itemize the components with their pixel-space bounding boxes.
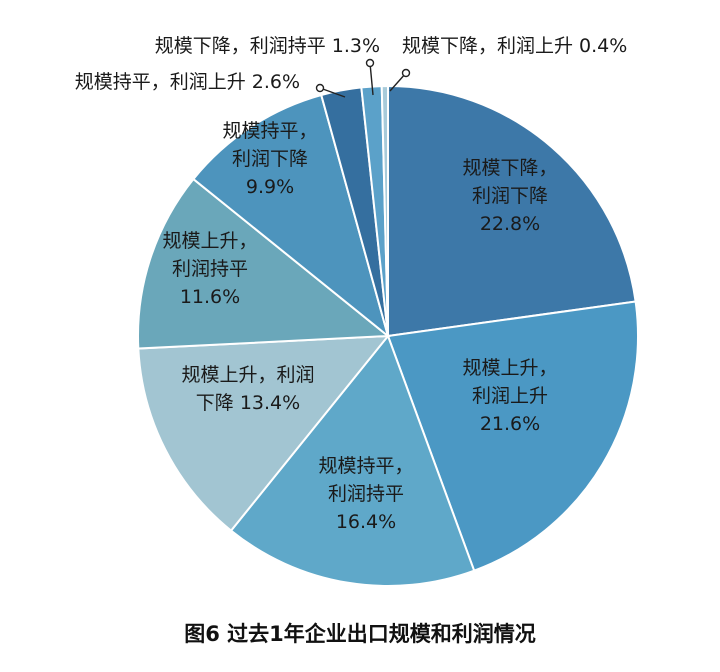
- slice-label-line: 规模持平，: [318, 455, 413, 477]
- slice-labels: 规模下降， 利润下降 22.8% 规模上升， 利润上升 21.6% 规模持平， 利润持平 16.…: [75, 35, 628, 533]
- slice-label-line: 规模持平，利润上升 2.6%: [75, 71, 300, 93]
- slice-label-line: 11.6%: [180, 286, 240, 308]
- pie-slice-9: [380, 84, 389, 337]
- slice-label-8: 规模下降，利润持平 1.3%: [155, 35, 380, 57]
- slice-label-line: 9.9%: [246, 176, 294, 198]
- slice-label-4: 规模上升，利润下降 13.4%: [181, 364, 314, 414]
- slice-label-7: 规模持平，利润上升 2.6%: [75, 71, 300, 93]
- chart-caption: 图6 过去1年企业出口规模和利润情况: [184, 622, 536, 646]
- pie-slice-3: [229, 333, 476, 587]
- slice-label-line: 22.8%: [480, 213, 540, 235]
- slice-label-line: 利润上升: [472, 385, 548, 407]
- pie-slices: [137, 84, 639, 587]
- pie-slice-1: [387, 84, 637, 338]
- leader-dot-9: [401, 68, 411, 78]
- slice-label-line: 规模下降，利润持平 1.3%: [155, 35, 380, 57]
- leader-dot-7: [315, 83, 325, 93]
- pie-slice-6: [191, 93, 390, 339]
- slice-label-line: 16.4%: [336, 511, 396, 533]
- leader-lines: [315, 58, 411, 98]
- slice-label-9: 规模下降，利润上升 0.4%: [402, 35, 627, 57]
- slice-label-line: 利润下降: [472, 185, 548, 207]
- slice-label-line: 利润下降: [232, 148, 308, 170]
- slice-label-line: 利润持平: [172, 258, 248, 280]
- leader-line-8: [369, 62, 374, 96]
- leader-line-7: [319, 87, 346, 98]
- slice-label-line: 规模持平，: [222, 120, 317, 142]
- pie-slice-4: [137, 334, 391, 533]
- slice-label-line: 规模下降，: [462, 157, 557, 179]
- leader-dot-8: [365, 58, 375, 68]
- pie-slice-5: [137, 177, 391, 350]
- slice-label-6: 规模持平， 利润下降 9.9%: [222, 120, 317, 198]
- slice-label-2: 规模上升， 利润上升 21.6%: [462, 357, 557, 435]
- slice-label-line: 规模上升，: [162, 230, 257, 252]
- slice-label-line: 21.6%: [480, 413, 540, 435]
- slice-label-1: 规模下降， 利润下降 22.8%: [462, 157, 557, 235]
- slice-label-line: 下降 13.4%: [196, 392, 300, 414]
- slice-label-3: 规模持平， 利润持平 16.4%: [318, 455, 413, 533]
- slice-label-5: 规模上升， 利润持平 11.6%: [162, 230, 257, 308]
- slice-label-line: 规模下降，利润上升 0.4%: [402, 35, 627, 57]
- slice-label-line: 规模上升，: [462, 357, 557, 379]
- slice-label-line: 利润持平: [328, 483, 404, 505]
- slice-label-line: 规模上升，利润: [181, 364, 314, 386]
